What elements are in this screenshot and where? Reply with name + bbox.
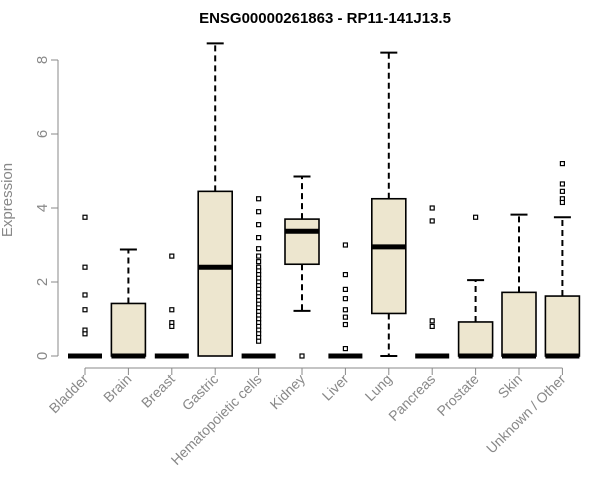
category-label: Liver — [319, 371, 352, 404]
outlier-point — [429, 205, 435, 211]
outlier-point — [299, 353, 305, 359]
category-label: Bladder — [46, 371, 92, 417]
outlier-point — [82, 264, 88, 270]
chart-title: ENSG00000261863 - RP11-141J13.5 — [199, 10, 451, 27]
outlier-point — [82, 214, 88, 220]
category-label: Unknown / Other — [483, 371, 569, 457]
outlier-point — [169, 253, 175, 259]
category-label: Kidney — [267, 371, 309, 413]
outlier-point — [342, 321, 348, 328]
outlier-point — [82, 307, 88, 313]
category-label: Pancreas — [385, 371, 438, 424]
y-tick-label: 4 — [34, 204, 51, 212]
outlier-point — [256, 246, 262, 252]
outlier-point — [82, 331, 88, 337]
outlier-point — [342, 242, 348, 248]
outlier-point — [342, 307, 348, 313]
outlier-point — [256, 235, 262, 241]
category-label: Breast — [138, 371, 178, 411]
outlier-point — [256, 259, 262, 265]
box — [197, 190, 233, 357]
y-tick-label: 2 — [34, 278, 51, 286]
box — [457, 321, 494, 357]
box — [284, 218, 320, 266]
outlier-point — [559, 199, 566, 206]
outlier-point — [169, 307, 175, 313]
box — [110, 302, 147, 357]
box — [501, 291, 537, 357]
outlier-point — [82, 292, 88, 298]
outlier-point — [559, 181, 566, 187]
y-tick-label: 0 — [34, 352, 51, 360]
outlier-point — [473, 214, 479, 220]
category-label: Gastric — [179, 371, 222, 414]
category-label: Brain — [100, 371, 134, 405]
outlier-point — [559, 161, 566, 167]
box — [370, 197, 407, 315]
outlier-point — [429, 318, 435, 324]
category-label: Skin — [495, 371, 526, 402]
outlier-point — [342, 286, 348, 292]
outlier-point — [342, 346, 348, 352]
box — [544, 295, 581, 357]
outlier-point — [256, 338, 262, 344]
outlier-point — [256, 209, 262, 215]
outlier-point — [429, 323, 435, 329]
category-label: Prostate — [434, 371, 482, 419]
outlier-point — [342, 296, 348, 302]
outlier-point — [256, 222, 262, 228]
y-tick-label: 6 — [34, 130, 51, 138]
y-tick-label: 8 — [34, 56, 51, 64]
outlier-point — [342, 314, 348, 320]
outlier-point — [342, 272, 348, 278]
y-axis-label: Expression — [0, 163, 16, 237]
outlier-point — [559, 188, 566, 194]
outlier-point — [429, 218, 435, 224]
outlier-point — [169, 323, 175, 329]
outlier-point — [256, 253, 262, 259]
outlier-point — [256, 196, 262, 202]
category-label: Lung — [362, 371, 395, 404]
